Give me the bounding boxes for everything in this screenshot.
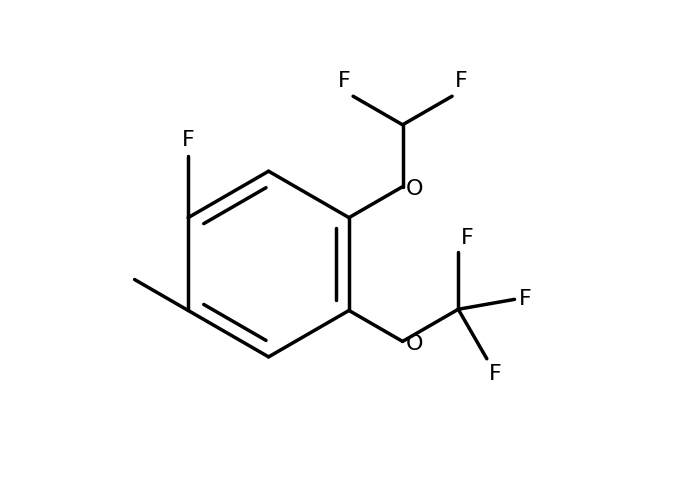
Text: F: F bbox=[460, 228, 473, 248]
Text: F: F bbox=[489, 364, 502, 384]
Text: O: O bbox=[405, 334, 423, 354]
Text: F: F bbox=[454, 72, 467, 92]
Text: O: O bbox=[405, 179, 423, 199]
Text: F: F bbox=[338, 72, 351, 92]
Text: F: F bbox=[182, 130, 194, 150]
Text: F: F bbox=[520, 290, 532, 309]
